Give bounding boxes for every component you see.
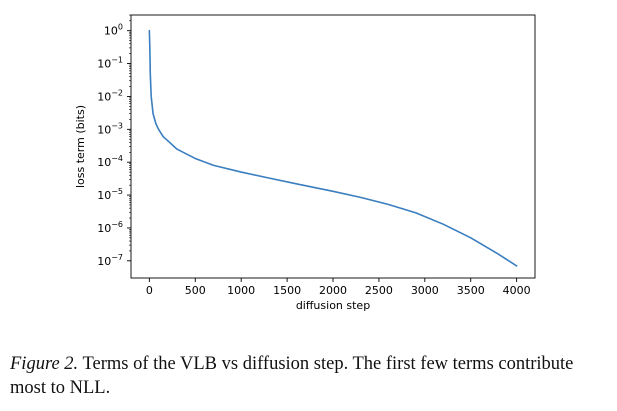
x-tick-label: 3500: [457, 284, 485, 297]
y-axis: 100 10−1 10−2 10−3 10−4 10−5 10−6 10−7: [97, 14, 131, 268]
y-tick-label: 10−2: [97, 88, 123, 103]
caption-label: Figure 2.: [10, 354, 79, 374]
y-tick-label: 10−6: [97, 220, 123, 235]
loss-series-line: [148, 29, 518, 267]
y-axis-label: loss term (bits): [74, 105, 87, 188]
x-axis-label: diffusion step: [296, 299, 370, 312]
plot-area: 100 10−1 10−2 10−3 10−4 10−5 10−6 10−7 0 500 1000…: [97, 14, 536, 297]
y-tick-label: 10−1: [97, 56, 123, 71]
caption-text: Terms of the VLB vs diffusion step. The …: [10, 354, 574, 398]
y-tick-label: 10−3: [97, 121, 123, 136]
x-tick-label: 2500: [365, 284, 393, 297]
x-tick-label: 1500: [273, 284, 301, 297]
x-tick-label: 0: [146, 284, 153, 297]
y-tick-label: 10−5: [97, 187, 123, 202]
figure-caption: Figure 2. Terms of the VLB vs diffusion …: [10, 352, 610, 400]
x-tick-label: 4000: [503, 284, 531, 297]
x-axis: 0 500 1000 1500 2000 2500 3000 3500 4000: [146, 278, 531, 297]
x-tick-label: 1000: [227, 284, 255, 297]
plot-frame: [130, 14, 536, 279]
y-tick-label: 10−4: [97, 154, 123, 169]
x-tick-label: 3000: [411, 284, 439, 297]
x-tick-label: 500: [185, 284, 206, 297]
y-tick-label: 10−7: [97, 253, 123, 268]
y-tick-label: 100: [104, 23, 123, 38]
x-tick-label: 2000: [319, 284, 347, 297]
chart: 100 10−1 10−2 10−3 10−4 10−5 10−6 10−7 0 500 1000…: [74, 14, 536, 312]
